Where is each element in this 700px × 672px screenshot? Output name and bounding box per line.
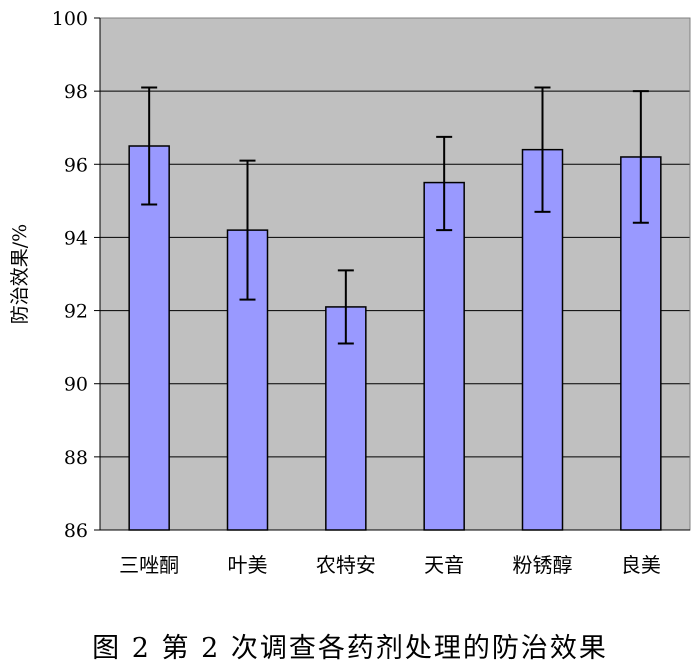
y-axis-label: 防治效果/% xyxy=(9,224,31,324)
figure-caption: 图 2 第 2 次调查各药剂处理的防治效果 xyxy=(92,633,608,664)
y-tick-label: 96 xyxy=(64,154,88,176)
gridlines xyxy=(100,90,690,458)
x-tick-label: 良美 xyxy=(621,553,661,577)
y-tick-label: 86 xyxy=(64,520,88,542)
bar xyxy=(423,181,465,531)
x-tick-label: 天音 xyxy=(424,553,464,577)
plot-area xyxy=(100,18,690,530)
x-tick-labels: 三唑酮 叶美 农特安 天音 粉锈醇 良美 xyxy=(119,553,661,577)
y-tick-label: 90 xyxy=(64,374,88,396)
x-tick-label: 叶美 xyxy=(228,553,268,577)
error-bars xyxy=(141,86,649,345)
y-tick-label: 88 xyxy=(64,447,88,469)
x-tick-label: 粉锈醇 xyxy=(513,553,573,577)
y-tick-labels: 86 88 90 92 94 96 98 100 xyxy=(52,8,100,542)
x-tick-label: 三唑酮 xyxy=(119,553,179,577)
x-tick-label: 农特安 xyxy=(316,553,376,577)
bar-chart: 86 88 90 92 94 96 98 100 三唑酮 叶美 农特安 天音 粉锈醇 良美 防治效果/% xyxy=(9,8,691,577)
y-tick-label: 94 xyxy=(64,227,88,249)
y-tick-label: 100 xyxy=(52,8,88,30)
y-tick-label: 92 xyxy=(64,301,88,323)
bar xyxy=(521,148,564,531)
y-tick-label: 98 xyxy=(64,81,88,103)
